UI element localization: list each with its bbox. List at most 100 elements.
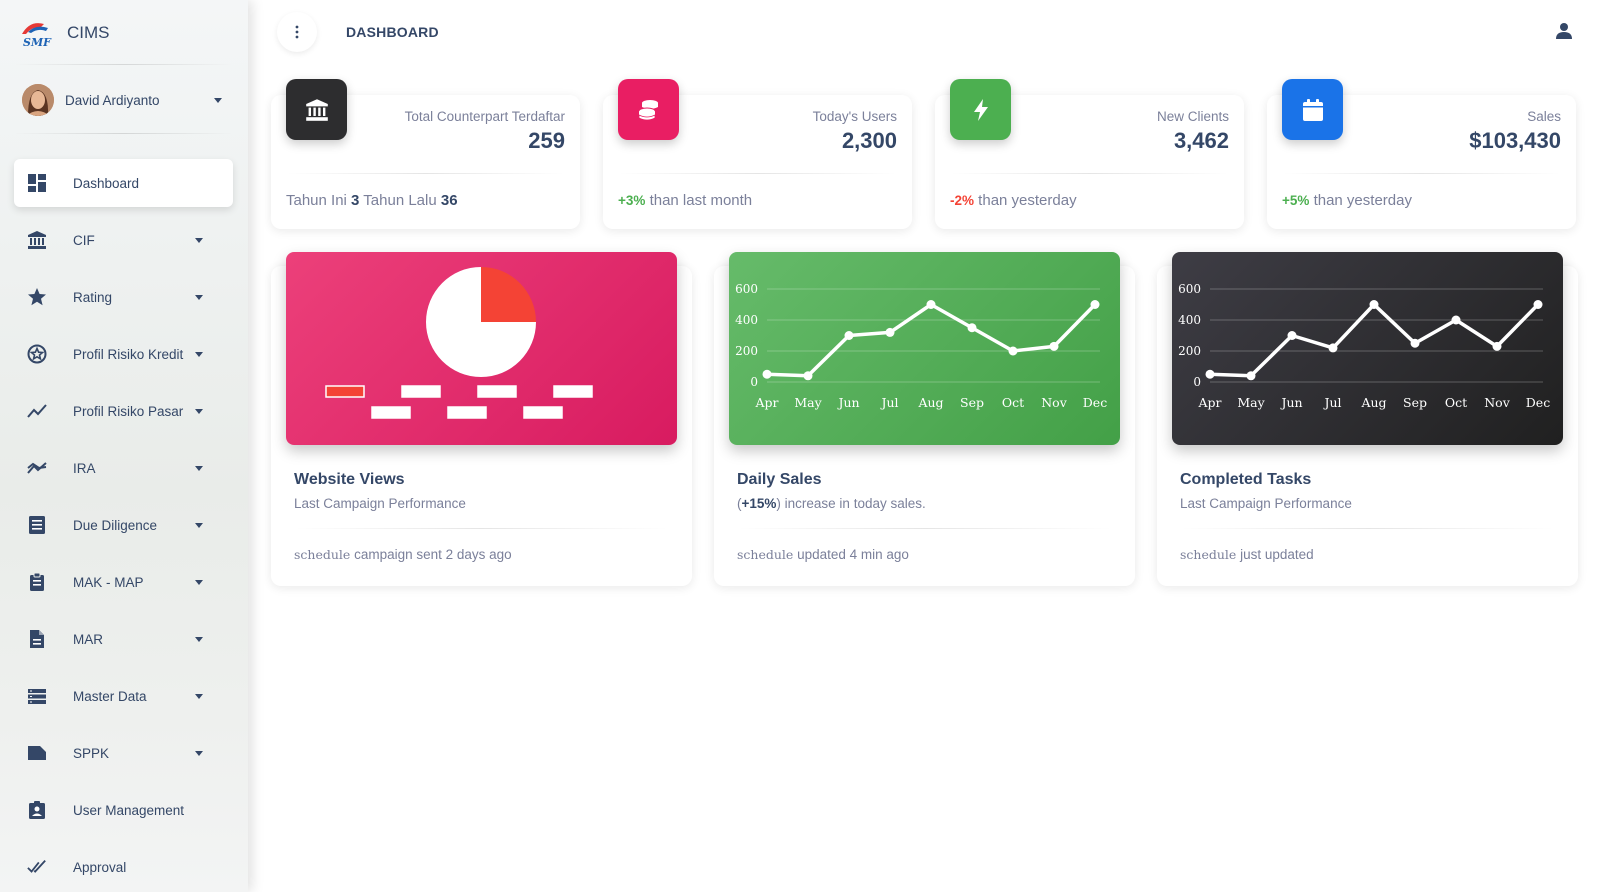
x-tick-label: Nov	[1041, 395, 1067, 410]
stat-footer-text: Tahun Lalu	[359, 192, 441, 209]
data-point	[1205, 369, 1215, 379]
data-point	[803, 371, 813, 381]
chevron-down-icon	[195, 636, 203, 642]
chevron-down-icon	[195, 237, 203, 243]
chevron-down-icon	[195, 579, 203, 585]
line-chart-daily-sales: 0 200 400 600 Apr May Jun Jul Aug Sep Oct Nov Dec	[729, 252, 1120, 445]
sidebar-item-master-data[interactable]: Master Data	[14, 672, 233, 720]
user-menu[interactable]: David Ardiyanto	[22, 84, 222, 116]
chevron-down-icon	[195, 408, 203, 414]
y-tick-label: 0	[750, 375, 758, 389]
pie-slice	[481, 267, 536, 322]
y-tick-label: 400	[1178, 313, 1201, 327]
sidebar-item-dashboard[interactable]: Dashboard	[14, 159, 233, 207]
x-tick-label: Sep	[1403, 395, 1427, 410]
y-tick-label: 200	[735, 344, 758, 358]
data-point	[1287, 331, 1297, 340]
done-all-icon	[27, 857, 47, 877]
sidebar-item-user-management[interactable]: User Management	[14, 786, 233, 834]
data-point	[926, 300, 936, 309]
sidebar-item-label: MAR	[73, 631, 103, 647]
data-point	[1410, 338, 1420, 348]
x-tick-label: Oct	[1002, 395, 1024, 410]
stat-footer-text: than yesterday	[974, 192, 1077, 209]
sidebar-item-label: MAK - MAP	[73, 574, 144, 590]
stat-footer-text: than last month	[645, 192, 753, 209]
sidebar-item-label: Master Data	[73, 688, 147, 704]
trending-icon	[27, 401, 47, 421]
pie-slice	[426, 267, 536, 377]
stat-change: -2%	[950, 193, 975, 208]
x-tick-label: Jun	[1279, 395, 1302, 410]
more-vert-icon	[295, 25, 299, 39]
chart-title: Completed Tasks	[1180, 471, 1312, 488]
stat-footer-value: 36	[440, 192, 458, 209]
app-name: CIMS	[67, 23, 110, 42]
chart-card-daily-sales: 0 200 400 600 Apr May Jun Jul Aug Sep Oct Nov Dec Da…	[714, 252, 1135, 586]
stat-value: 2,300	[841, 128, 897, 153]
sidebar-item-profil-risiko-kredit[interactable]: Profil Risiko Kredit	[14, 330, 233, 378]
chart-footer-text: updated 4 min ago	[793, 547, 909, 562]
data-point	[1451, 315, 1461, 325]
chart-footer-text: just updated	[1236, 547, 1314, 562]
x-tick-label: Dec	[1083, 395, 1107, 410]
legend-swatch	[371, 406, 411, 419]
sidebar-item-ira[interactable]: IRA	[14, 444, 233, 492]
sidebar-item-mak-map[interactable]: MAK - MAP	[14, 558, 233, 606]
stat-card-clients: New Clients 3,462 -2% than yesterday	[935, 79, 1244, 229]
stat-footer: Tahun Ini 3 Tahun Lalu 36	[286, 192, 458, 209]
sidebar-item-cif[interactable]: CIF	[14, 216, 233, 264]
y-tick-label: 600	[735, 282, 758, 296]
y-tick-label: 400	[735, 313, 758, 327]
schedule-icon: schedule	[1180, 547, 1237, 562]
stat-label: Sales	[1527, 109, 1561, 124]
sidebar-item-due-diligence[interactable]: Due Diligence	[14, 501, 233, 549]
pie-chart	[286, 252, 677, 445]
legend-swatch	[553, 385, 593, 398]
sidebar-item-label: Dashboard	[73, 175, 140, 191]
chevron-down-icon	[195, 465, 203, 471]
brand[interactable]: SMF CIMS	[20, 18, 110, 49]
chart-footer: schedule campaign sent 2 days ago	[294, 547, 512, 562]
chevron-down-icon	[195, 294, 203, 300]
chart-title: Website Views	[294, 471, 405, 488]
stat-change: +5%	[1282, 193, 1310, 208]
sidebar-item-label: SPPK	[73, 745, 110, 761]
sidebar-item-profil-risiko-pasar[interactable]: Profil Risiko Pasar	[14, 387, 233, 435]
chart-footer-text: campaign sent 2 days ago	[350, 547, 512, 562]
sidebar: SMF CIMS David Ardiyanto Dashboard CIF	[0, 0, 248, 892]
x-tick-label: Jul	[1322, 395, 1341, 410]
data-point	[1246, 371, 1256, 381]
divider	[286, 173, 565, 174]
x-tick-label: Dec	[1526, 395, 1550, 410]
sidebar-item-label: Profil Risiko Pasar	[73, 403, 184, 419]
stat-label: Today's Users	[812, 109, 897, 124]
list-document-icon	[27, 515, 47, 535]
sidebar-item-label: Rating	[73, 289, 113, 305]
sidebar-item-mar[interactable]: MAR	[14, 615, 233, 663]
coins-icon	[618, 79, 679, 140]
sidebar-item-approval[interactable]: Approval	[14, 843, 233, 891]
divider	[737, 528, 1112, 529]
sidebar-item-sppk[interactable]: SPPK	[14, 729, 233, 777]
chevron-down-icon	[195, 522, 203, 528]
stat-label: New Clients	[1156, 109, 1229, 124]
legend-swatch	[477, 385, 517, 398]
data-point	[1369, 300, 1379, 309]
menu-button[interactable]	[277, 12, 317, 52]
chart-footer: schedule just updated	[1180, 547, 1314, 562]
account-icon[interactable]	[1555, 22, 1575, 42]
chart-footer: schedule updated 4 min ago	[737, 547, 909, 562]
data-point	[967, 323, 977, 333]
stat-footer: +3% than last month	[618, 192, 752, 209]
sidebar-item-rating[interactable]: Rating	[14, 273, 233, 321]
chart-title: Daily Sales	[737, 471, 822, 488]
clipboard-icon	[27, 572, 47, 592]
bolt-icon	[950, 79, 1011, 140]
x-tick-label: Nov	[1484, 395, 1510, 410]
file-icon	[27, 629, 47, 649]
x-tick-label: May	[1237, 395, 1265, 410]
chart-card-completed-tasks: 0 200 400 600 Apr May Jun Jul Aug Sep Oct Nov Dec Co…	[1157, 252, 1578, 586]
chart-subtitle: (+15%) increase in today sales.	[737, 496, 926, 511]
sidebar-item-label: CIF	[73, 232, 95, 248]
